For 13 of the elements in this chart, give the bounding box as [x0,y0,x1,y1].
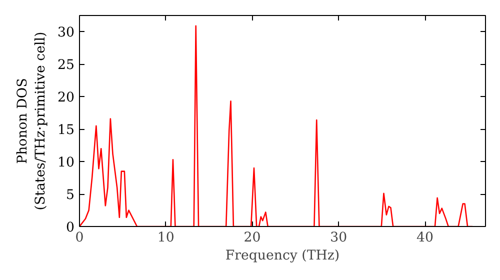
x-tick-label: 40 [416,230,434,246]
y-tick-label: 5 [66,188,75,204]
y-tick-label: 25 [58,58,75,74]
y-tick-label: 10 [58,156,75,171]
x-axis-title: Frequency (THz) [225,248,340,264]
y-tick-label: 20 [58,90,75,106]
x-tick-label: 20 [244,230,261,246]
x-tick-label: 30 [330,230,348,246]
x-tick-label: 10 [157,230,174,246]
y-tick-label: 30 [58,26,75,41]
y-tick-label: 15 [58,123,75,138]
y-axis-title: Phonon DOS (States/THz·primitive cell) [16,32,49,210]
y-tick-label: 0 [66,220,75,236]
